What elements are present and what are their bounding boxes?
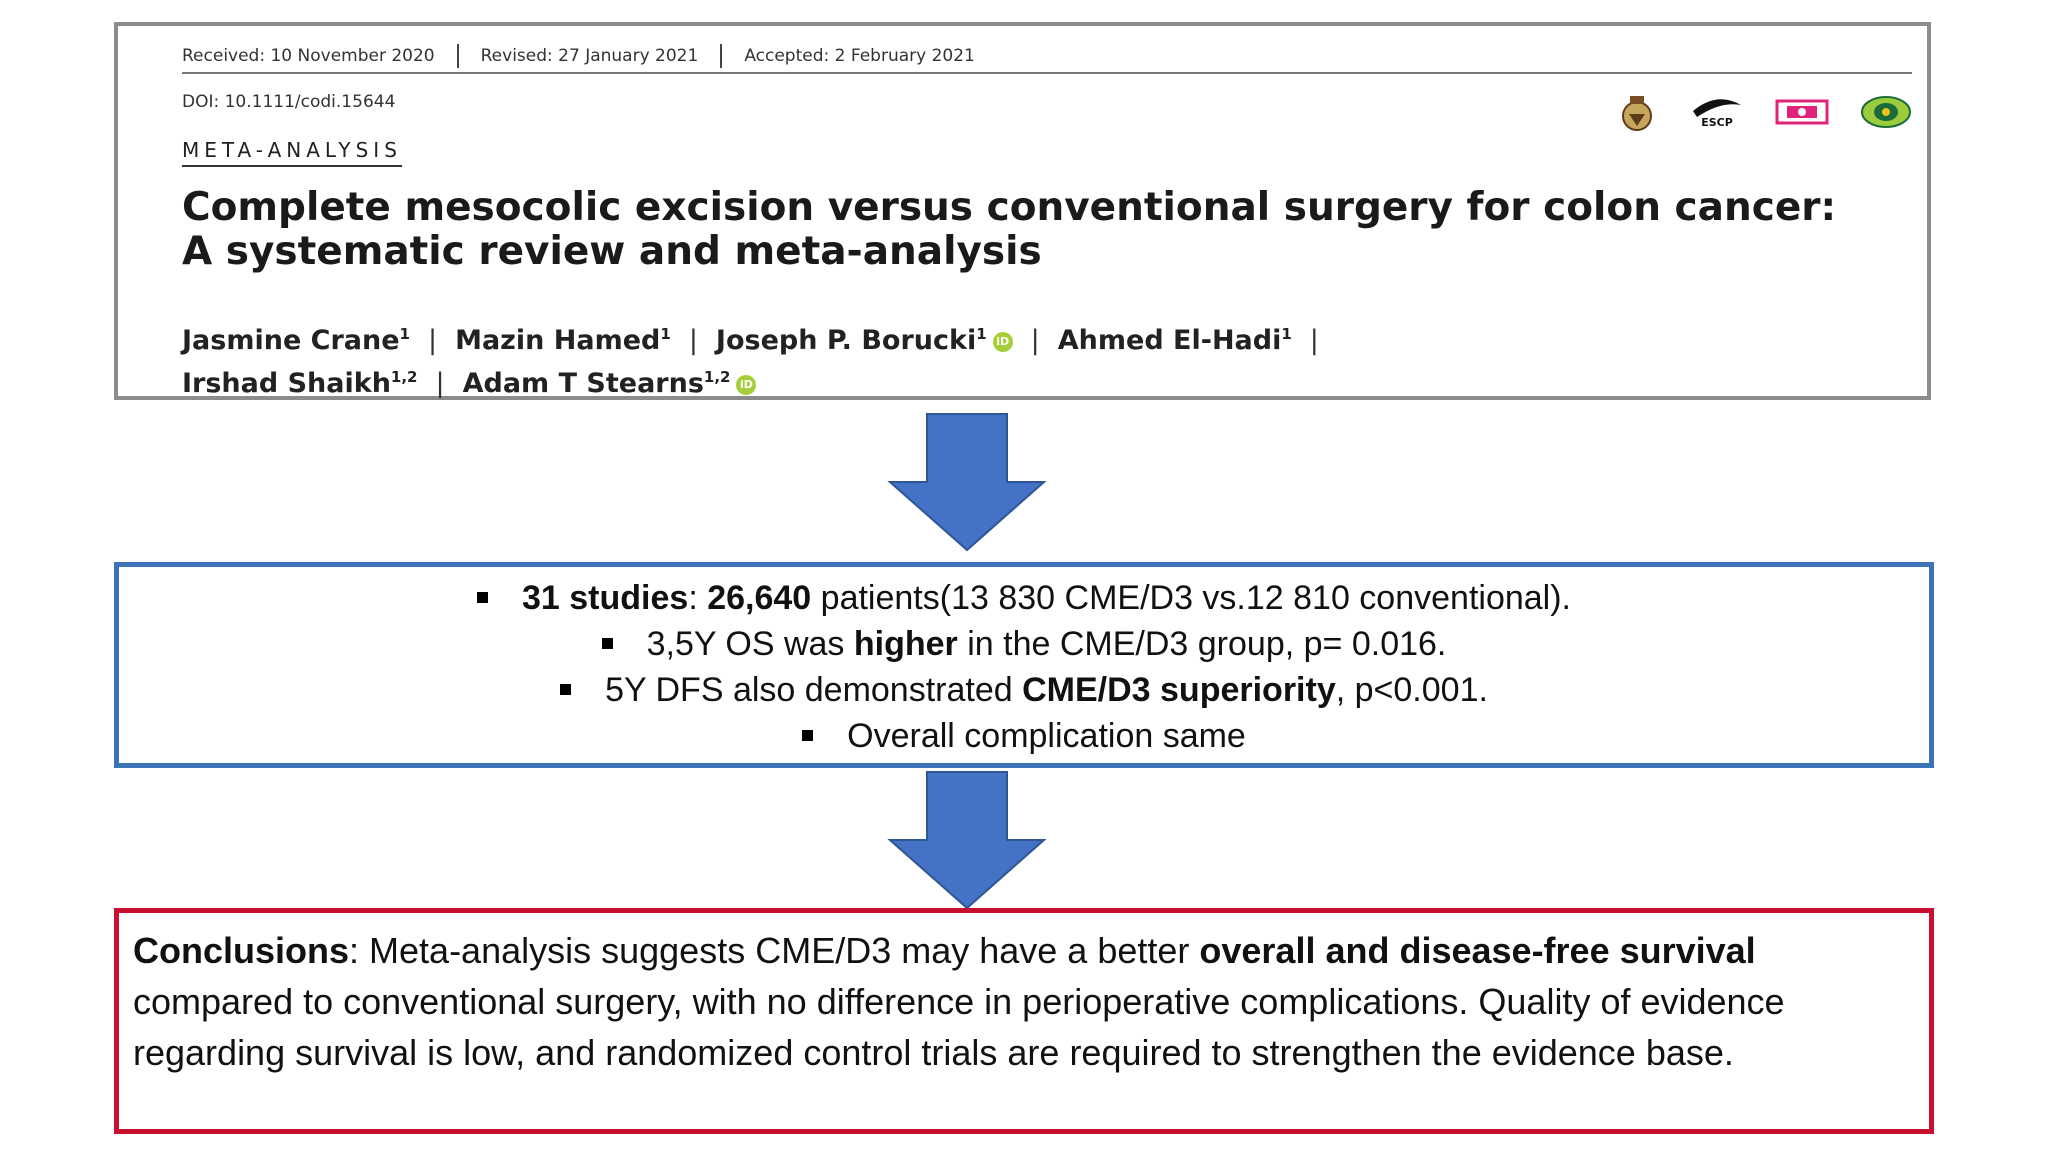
finding-item: Overall complication same xyxy=(119,716,1929,756)
article-category: META-ANALYSIS xyxy=(182,138,402,167)
journal-logos: ESCP xyxy=(1615,92,1913,132)
bullet-icon xyxy=(601,637,613,649)
finding-item: 31 studies: 26,640 patients(13 830 CME/D… xyxy=(119,578,1929,618)
author-affiliation: 1,2 xyxy=(703,368,731,386)
finding-item: 3,5Y OS was higher in the CME/D3 group, … xyxy=(119,624,1929,664)
author: Jasmine Crane1 xyxy=(182,325,410,356)
down-arrow-icon xyxy=(887,771,1047,910)
author-list: Jasmine Crane1 | Mazin Hamed1 | Joseph P. Bo… xyxy=(182,316,1882,402)
conclusion-label: Conclusions xyxy=(133,930,350,971)
paper-header-box: Received: 10 November 2020 Revised: 27 J… xyxy=(114,22,1931,400)
society-logo-pink xyxy=(1775,99,1829,125)
author-name: Mazin Hamed xyxy=(455,325,661,356)
arrow-shape xyxy=(887,771,1047,910)
author-name: Ahmed El-Hadi xyxy=(1057,325,1282,356)
escp-logo-text: ESCP xyxy=(1701,116,1733,129)
author-affiliation: 1 xyxy=(1281,325,1292,343)
finding-text: 3,5Y OS was xyxy=(646,625,854,663)
conclusion-bold: overall and disease-free survival xyxy=(1199,930,1756,971)
finding-bold: higher xyxy=(853,625,958,663)
author-name: Adam T Stearns xyxy=(462,368,704,399)
author: Joseph P. Borucki1 iD xyxy=(716,325,1013,356)
society-crest-logo xyxy=(1622,96,1652,131)
author-affiliation: 1 xyxy=(399,325,410,343)
key-findings-box: 31 studies: 26,640 patients(13 830 CME/D… xyxy=(114,562,1934,768)
author-affiliation: 1 xyxy=(660,325,671,343)
arrow-shape xyxy=(887,413,1047,552)
down-arrow-icon xyxy=(887,413,1047,552)
bullet-icon xyxy=(560,683,572,695)
finding-text: , p<0.001. xyxy=(1335,671,1488,709)
orcid-icon[interactable]: iD xyxy=(992,331,1013,352)
escp-logo: ESCP xyxy=(1693,99,1741,129)
author-separator: | xyxy=(427,325,438,356)
author-name: Jasmine Crane xyxy=(182,325,400,356)
author-separator: | xyxy=(1030,325,1040,356)
dates-row: Received: 10 November 2020 Revised: 27 J… xyxy=(182,44,1912,74)
finding-bold: CME/D3 superiority xyxy=(1022,671,1336,709)
finding-text: : xyxy=(688,579,708,617)
orcid-icon[interactable]: iD xyxy=(736,374,757,395)
author-separator: | xyxy=(435,368,445,399)
author-affiliation: 1 xyxy=(976,325,987,343)
conclusion-box: Conclusions: Meta-analysis suggests CME/… xyxy=(114,908,1934,1134)
finding-text: in the CME/D3 group, p= 0.016. xyxy=(957,625,1447,663)
finding-bold: 26,640 xyxy=(707,579,812,617)
bullet-icon xyxy=(477,591,488,603)
bullet-icon xyxy=(802,729,814,741)
author-name: Irshad Shaikh xyxy=(182,368,391,399)
revised-date: Revised: 27 January 2021 xyxy=(480,46,699,66)
finding-item: 5Y DFS also demonstrated CME/D3 superior… xyxy=(119,670,1929,710)
accepted-date: Accepted: 2 February 2021 xyxy=(744,46,975,66)
finding-text: Overall complication same xyxy=(847,717,1246,755)
author-separator: | xyxy=(688,325,698,356)
author-separator: | xyxy=(1309,325,1319,356)
received-date: Received: 10 November 2020 xyxy=(182,46,435,66)
finding-bold: 31 studies xyxy=(522,579,689,617)
author: Irshad Shaikh1,2 xyxy=(182,368,418,399)
author-affiliation: 1,2 xyxy=(390,368,418,386)
author: Mazin Hamed1 xyxy=(455,325,671,356)
author: Adam T Stearns1,2 iD xyxy=(463,368,757,399)
society-logo-green xyxy=(1861,96,1911,128)
doi: DOI: 10.1111/codi.15644 xyxy=(182,92,396,112)
author: Ahmed El-Hadi1 xyxy=(1058,325,1292,356)
finding-text: 5Y DFS also demonstrated xyxy=(605,671,1023,709)
paper-title: Complete mesocolic excision versus conve… xyxy=(182,185,1837,274)
date-separator xyxy=(456,44,459,68)
finding-text: patients(13 830 CME/D3 vs.12 810 convent… xyxy=(811,579,1571,617)
conclusion-text: : Meta-analysis suggests CME/D3 may have… xyxy=(349,930,1200,971)
date-separator xyxy=(720,44,723,68)
conclusion-text: compared to conventional surgery, with n… xyxy=(133,981,1785,1073)
author-name: Joseph P. Borucki xyxy=(715,325,977,356)
